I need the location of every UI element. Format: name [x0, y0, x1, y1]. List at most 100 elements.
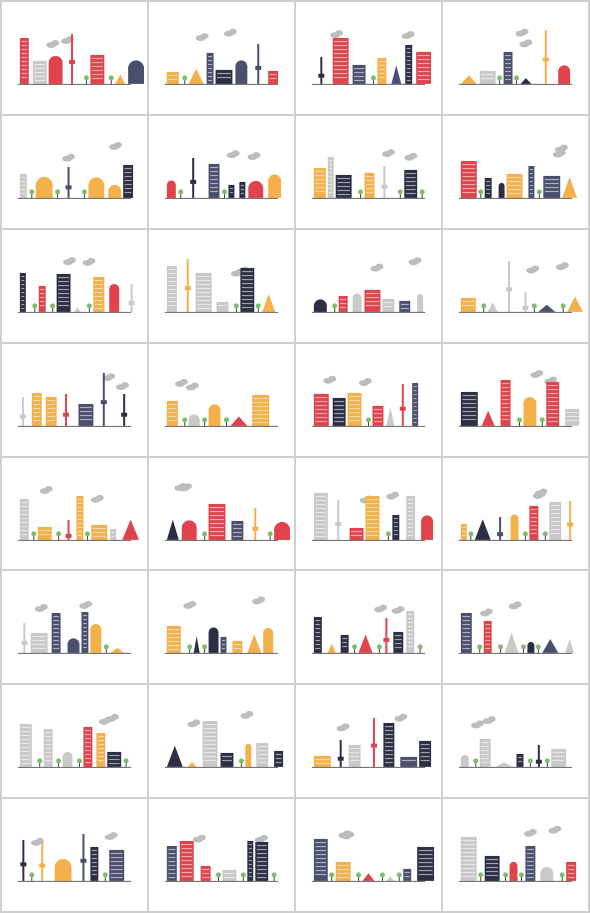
- window-stripe: [349, 415, 361, 417]
- window-stripe: [94, 279, 103, 281]
- window-stripe: [84, 758, 91, 760]
- window-stripe: [526, 857, 534, 859]
- building-shape: [479, 739, 491, 768]
- window-stripe: [334, 44, 348, 47]
- window-stripe: [315, 759, 330, 761]
- tree-icon: [37, 758, 43, 768]
- cloud-icon: [226, 150, 240, 159]
- window-stripe: [462, 616, 471, 618]
- window-stripe: [229, 187, 233, 189]
- building-shape: [263, 633, 274, 654]
- window-stripe: [248, 860, 252, 862]
- window-stripe: [315, 640, 321, 642]
- window-stripe: [21, 52, 28, 55]
- window-stripe: [462, 856, 476, 858]
- window-stripe: [168, 849, 176, 851]
- tree-icon: [396, 872, 402, 882]
- spire-shape: [22, 840, 25, 882]
- tree-icon: [29, 872, 35, 882]
- ground-line: [164, 83, 279, 85]
- window-stripe: [108, 759, 120, 761]
- window-stripe: [21, 56, 28, 59]
- window-stripe: [334, 40, 348, 43]
- window-stripe: [337, 873, 350, 875]
- window-stripe: [462, 163, 476, 166]
- window-stripe: [334, 48, 348, 51]
- window-stripe: [547, 416, 558, 418]
- building-shape: [313, 167, 326, 198]
- window-stripe: [124, 171, 132, 174]
- pyramid-shape: [188, 68, 204, 84]
- spire-shape: [186, 258, 189, 312]
- window-stripe: [58, 276, 70, 278]
- skyline-14-illustration: [164, 378, 279, 427]
- window-stripe: [405, 176, 416, 179]
- window-stripe: [349, 407, 361, 409]
- window-stripe: [544, 178, 559, 181]
- window-stripe: [32, 644, 47, 646]
- window-stripe: [526, 853, 534, 855]
- window-stripe: [405, 172, 416, 175]
- window-stripe: [210, 510, 224, 512]
- window-stripe: [204, 728, 217, 730]
- building-shape: [417, 847, 435, 882]
- window-stripe: [269, 77, 277, 80]
- window-stripe: [384, 730, 393, 732]
- window-stripe: [406, 67, 411, 70]
- tree-icon: [86, 303, 92, 312]
- building-shape: [96, 733, 106, 768]
- cloud-icon: [515, 28, 529, 37]
- tree-icon: [535, 644, 541, 654]
- window-stripe: [407, 630, 413, 632]
- window-stripe: [485, 636, 491, 638]
- building-shape: [352, 64, 366, 84]
- window-stripe: [342, 638, 348, 640]
- building-shape: [509, 866, 518, 882]
- window-stripe: [181, 876, 193, 878]
- window-stripe: [508, 184, 521, 186]
- building-shape: [349, 527, 364, 540]
- building-shape: [400, 757, 418, 768]
- window-stripe: [530, 508, 537, 510]
- skyline-32-tile: [443, 799, 588, 911]
- skyline-7-tile: [296, 115, 441, 228]
- window-stripe: [462, 526, 466, 528]
- window-stripe: [232, 535, 242, 537]
- window-stripe: [91, 61, 103, 64]
- window-stripe: [462, 876, 476, 878]
- window-stripe: [342, 642, 348, 644]
- building-shape: [393, 632, 404, 654]
- dome-shape: [208, 627, 219, 638]
- spire-shape: [499, 516, 502, 540]
- window-stripe: [413, 397, 417, 399]
- window-stripe: [168, 645, 180, 647]
- tree-icon: [379, 872, 385, 882]
- dome-shape: [245, 744, 252, 751]
- window-stripe: [315, 400, 328, 402]
- tree-icon: [187, 644, 193, 654]
- pyramid-shape: [74, 306, 81, 312]
- window-stripe: [168, 637, 180, 639]
- window-stripe: [547, 412, 558, 414]
- window-stripe: [197, 291, 211, 293]
- window-stripe: [21, 184, 26, 186]
- tower-pod-shape: [63, 412, 70, 417]
- window-stripe: [550, 504, 560, 506]
- window-stripe: [21, 755, 31, 757]
- window-stripe: [110, 853, 123, 855]
- window-stripe: [367, 518, 378, 520]
- window-stripe: [462, 648, 471, 650]
- window-stripe: [486, 184, 491, 186]
- window-stripe: [407, 522, 414, 524]
- pyramid-shape: [487, 302, 498, 312]
- window-stripe: [21, 180, 26, 183]
- tower-pod-shape: [506, 287, 513, 292]
- window-stripe: [39, 529, 51, 531]
- window-stripe: [21, 72, 28, 75]
- window-stripe: [367, 534, 378, 536]
- window-stripe: [221, 756, 232, 758]
- window-stripe: [315, 190, 325, 192]
- window-stripe: [462, 410, 477, 412]
- tree-icon: [539, 417, 545, 426]
- tree-icon: [202, 417, 208, 426]
